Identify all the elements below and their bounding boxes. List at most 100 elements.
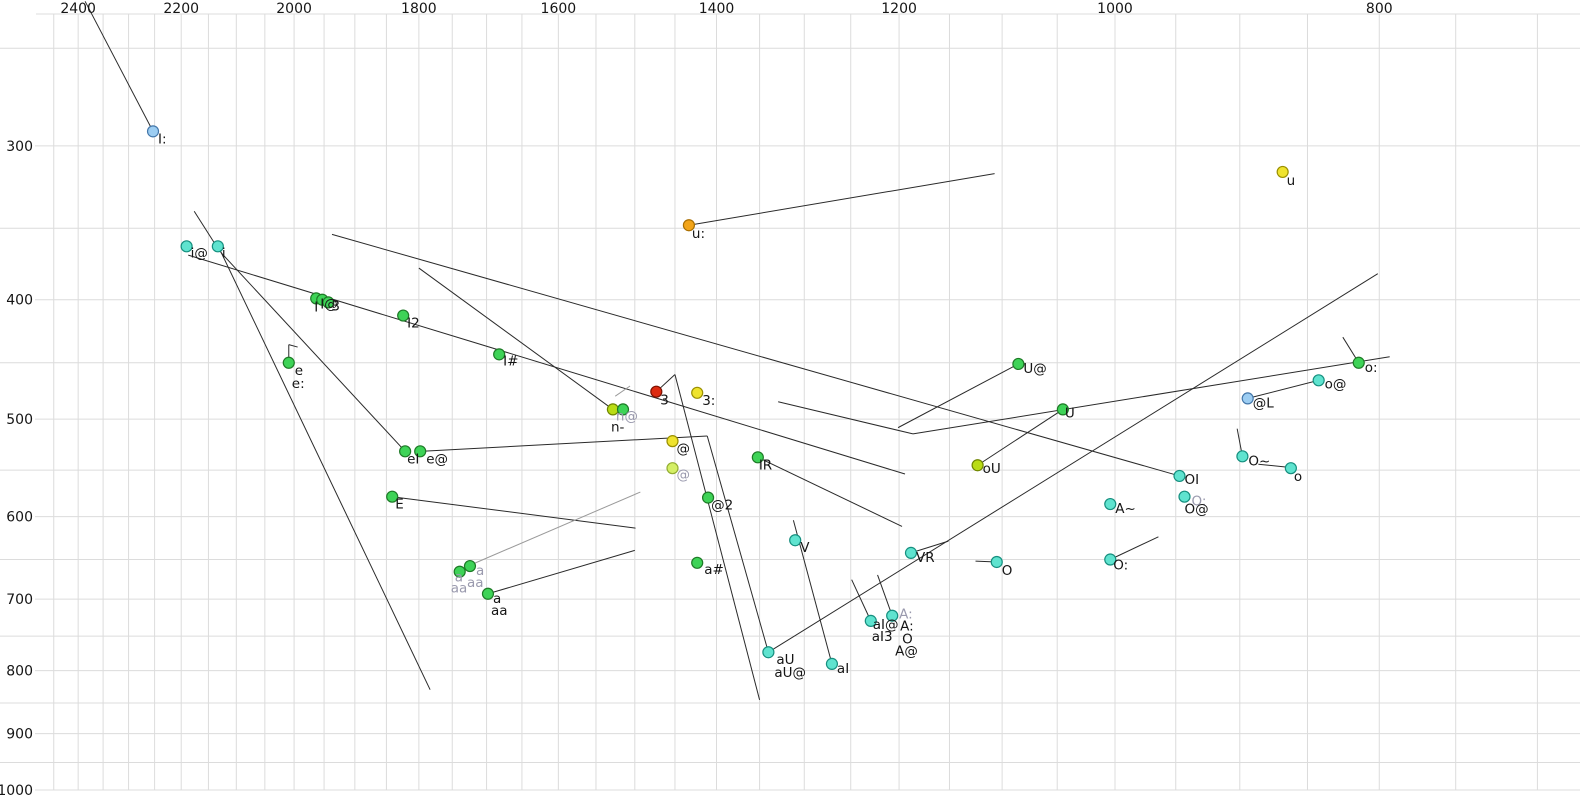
x-axis-tick-label: 1400 <box>699 1 735 17</box>
trajectory-line <box>84 1 154 132</box>
y-tick-backing <box>0 661 35 680</box>
point-label: e@ <box>426 451 448 467</box>
data-point-O: <box>1178 490 1191 503</box>
axis-ticks-layer: 300 400 500 600 700 800 900 1000 2400 2200 2000 180… <box>0 1 1393 799</box>
data-point-I: <box>146 125 160 138</box>
point-extra-label: A: <box>900 619 914 635</box>
data-point-A: <box>886 609 899 622</box>
x-axis-tick-label: 1200 <box>881 1 917 17</box>
point-label: aI@ <box>873 617 899 633</box>
y-tick-backing <box>0 781 35 799</box>
trajectory-line <box>420 435 708 452</box>
point-label: u: <box>692 226 705 242</box>
point-label: oU <box>983 461 1001 477</box>
data-point-I2 <box>397 309 410 322</box>
trajectory-line <box>418 267 614 410</box>
trajectory-line <box>1247 379 1319 399</box>
trajectory-line <box>220 251 406 452</box>
x-axis-tick-label: 2000 <box>276 1 312 17</box>
point-label: 3: <box>702 393 715 409</box>
data-point-O~ <box>1236 450 1249 463</box>
point-extra-label: aa <box>467 575 484 591</box>
data-point-a <box>463 559 477 573</box>
data-point-I# <box>493 348 506 361</box>
point-extra-label: O@ <box>1185 502 1209 518</box>
point-extra-label: e: <box>292 376 305 392</box>
data-point-O: <box>1104 553 1117 566</box>
data-point-aI <box>825 657 839 670</box>
x-axis-tick-label: 1000 <box>1097 1 1133 17</box>
x-axis-tick-label: 1600 <box>541 1 577 17</box>
point-label: A: <box>899 607 913 623</box>
point-label: aI <box>837 661 849 677</box>
point-label: a# <box>704 562 724 578</box>
data-point-aI@ <box>864 614 877 627</box>
data-point-i <box>211 240 224 253</box>
data-point-@ <box>666 462 679 475</box>
data-point-a <box>453 565 466 578</box>
point-label: a <box>476 563 484 579</box>
point-label: I2 <box>407 316 420 332</box>
y-axis-tick-label: 800 <box>6 664 33 680</box>
data-point-o <box>1284 462 1297 475</box>
point-label: o: <box>1365 360 1378 376</box>
y-axis-tick-label: 1000 <box>0 783 33 799</box>
point-label: a <box>493 591 501 607</box>
data-point-o@ <box>1312 374 1325 387</box>
data-point-u: <box>682 219 696 232</box>
point-label: eI <box>407 451 419 467</box>
data-point-u <box>1276 165 1289 179</box>
trajectory-line <box>392 496 636 529</box>
point-extra-label: O <box>902 632 913 648</box>
point-label: @2 <box>711 498 733 514</box>
trajectory-line <box>674 374 761 701</box>
data-point-V <box>789 534 802 547</box>
point-label: U@ <box>1023 361 1046 377</box>
trajectory-line <box>912 356 1390 435</box>
data-point-e@ <box>414 445 427 458</box>
point-label: e <box>295 363 303 379</box>
y-axis-tick-label: 500 <box>6 412 33 428</box>
x-axis-tick-label: 2200 <box>163 1 199 17</box>
x-axis-tick-label: 1800 <box>401 1 437 17</box>
point-extra-label: aa <box>451 581 468 597</box>
point-label: E <box>395 497 404 513</box>
trajectory-line <box>469 491 641 566</box>
data-point-U@ <box>1012 357 1025 371</box>
point-label: I <box>314 299 318 315</box>
point-label: a <box>455 570 463 586</box>
trajectory-line <box>1258 463 1289 468</box>
point-label: I# <box>503 353 518 369</box>
data-point-aU <box>762 646 775 659</box>
point-label: I@ <box>320 297 337 313</box>
y-axis-tick-label: 300 <box>6 139 33 155</box>
data-point-@ <box>666 435 679 448</box>
point-label: O <box>1002 563 1013 579</box>
trajectory-line <box>331 233 1180 477</box>
y-tick-backing <box>0 136 35 155</box>
trajectory-line <box>614 385 631 397</box>
data-point-i@ <box>180 240 193 253</box>
data-point-a <box>481 587 495 600</box>
data-point-A~ <box>1104 497 1117 511</box>
data-point-E <box>386 490 399 503</box>
point-label: i <box>222 245 226 261</box>
data-point-eI <box>399 445 412 458</box>
trajectory-line <box>910 540 949 554</box>
point-label: IR <box>759 457 772 473</box>
y-axis-tick-label: 600 <box>6 510 33 526</box>
data-point-n- <box>616 403 630 416</box>
y-tick-backing <box>0 290 35 309</box>
point-extra-label: aU@ <box>774 665 806 681</box>
trajectory-line <box>706 435 769 653</box>
trajectory-line <box>188 254 906 475</box>
data-point-o: <box>1352 356 1365 369</box>
y-axis-tick-label: 900 <box>6 727 33 743</box>
trajectory-line <box>487 549 635 595</box>
point-extra-label: aa <box>491 603 508 619</box>
data-point-oU <box>971 459 984 472</box>
